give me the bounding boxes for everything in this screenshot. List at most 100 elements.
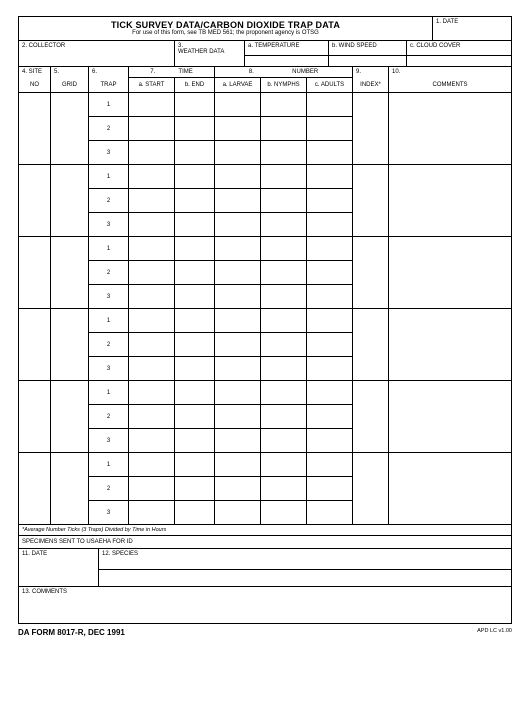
cell-end[interactable] <box>175 237 215 261</box>
cell-site[interactable] <box>19 309 51 381</box>
cell-start[interactable] <box>129 189 175 213</box>
cell-start[interactable] <box>129 453 175 477</box>
cell-nymphs[interactable] <box>261 501 307 525</box>
cell-start[interactable] <box>129 357 175 381</box>
cell-site[interactable] <box>19 93 51 165</box>
cell-adults[interactable] <box>307 501 353 525</box>
cell-nymphs[interactable] <box>261 213 307 237</box>
cell-nymphs[interactable] <box>261 165 307 189</box>
cell-comments[interactable] <box>389 309 511 381</box>
cell-start[interactable] <box>129 309 175 333</box>
cell-adults[interactable] <box>307 189 353 213</box>
cell-nymphs[interactable] <box>261 477 307 501</box>
cell-end[interactable] <box>175 477 215 501</box>
cell-adults[interactable] <box>307 381 353 405</box>
field-3c-cloud[interactable]: c. CLOUD COVER <box>407 41 511 67</box>
cell-larvae[interactable] <box>215 237 261 261</box>
cell-end[interactable] <box>175 117 215 141</box>
cell-larvae[interactable] <box>215 381 261 405</box>
cell-larvae[interactable] <box>215 117 261 141</box>
cell-adults[interactable] <box>307 165 353 189</box>
cell-adults[interactable] <box>307 309 353 333</box>
cell-nymphs[interactable] <box>261 333 307 357</box>
cell-end[interactable] <box>175 357 215 381</box>
cell-end[interactable] <box>175 165 215 189</box>
cell-adults[interactable] <box>307 261 353 285</box>
cell-grid[interactable] <box>51 93 89 165</box>
cell-nymphs[interactable] <box>261 405 307 429</box>
cell-start[interactable] <box>129 429 175 453</box>
cell-larvae[interactable] <box>215 165 261 189</box>
cell-adults[interactable] <box>307 213 353 237</box>
cell-end[interactable] <box>175 141 215 165</box>
cell-adults[interactable] <box>307 285 353 309</box>
field-11-date[interactable]: 11. DATE <box>19 549 99 587</box>
cell-end[interactable] <box>175 285 215 309</box>
cell-adults[interactable] <box>307 405 353 429</box>
cell-larvae[interactable] <box>215 213 261 237</box>
cell-index[interactable] <box>353 237 389 309</box>
cell-nymphs[interactable] <box>261 453 307 477</box>
cell-start[interactable] <box>129 93 175 117</box>
cell-end[interactable] <box>175 93 215 117</box>
cell-end[interactable] <box>175 405 215 429</box>
field-12-species[interactable]: 12. SPECIES <box>99 549 511 587</box>
cell-site[interactable] <box>19 381 51 453</box>
cell-larvae[interactable] <box>215 141 261 165</box>
cell-larvae[interactable] <box>215 501 261 525</box>
cell-larvae[interactable] <box>215 453 261 477</box>
cell-start[interactable] <box>129 285 175 309</box>
cell-nymphs[interactable] <box>261 357 307 381</box>
cell-site[interactable] <box>19 165 51 237</box>
cell-site[interactable] <box>19 453 51 525</box>
cell-start[interactable] <box>129 261 175 285</box>
cell-end[interactable] <box>175 501 215 525</box>
cell-start[interactable] <box>129 405 175 429</box>
cell-adults[interactable] <box>307 117 353 141</box>
cell-end[interactable] <box>175 261 215 285</box>
cell-start[interactable] <box>129 165 175 189</box>
cell-larvae[interactable] <box>215 429 261 453</box>
cell-adults[interactable] <box>307 429 353 453</box>
cell-start[interactable] <box>129 237 175 261</box>
field-1-date[interactable]: 1. DATE <box>433 17 511 41</box>
cell-start[interactable] <box>129 141 175 165</box>
cell-larvae[interactable] <box>215 477 261 501</box>
cell-start[interactable] <box>129 117 175 141</box>
cell-larvae[interactable] <box>215 93 261 117</box>
cell-nymphs[interactable] <box>261 117 307 141</box>
cell-end[interactable] <box>175 189 215 213</box>
cell-start[interactable] <box>129 213 175 237</box>
cell-end[interactable] <box>175 309 215 333</box>
cell-adults[interactable] <box>307 453 353 477</box>
cell-end[interactable] <box>175 333 215 357</box>
cell-larvae[interactable] <box>215 309 261 333</box>
cell-end[interactable] <box>175 381 215 405</box>
cell-grid[interactable] <box>51 237 89 309</box>
cell-larvae[interactable] <box>215 189 261 213</box>
cell-comments[interactable] <box>389 453 511 525</box>
cell-nymphs[interactable] <box>261 285 307 309</box>
cell-adults[interactable] <box>307 93 353 117</box>
cell-grid[interactable] <box>51 453 89 525</box>
field-2-collector[interactable]: 2. COLLECTOR <box>19 41 175 67</box>
cell-grid[interactable] <box>51 165 89 237</box>
cell-index[interactable] <box>353 381 389 453</box>
cell-larvae[interactable] <box>215 333 261 357</box>
cell-larvae[interactable] <box>215 357 261 381</box>
cell-nymphs[interactable] <box>261 141 307 165</box>
cell-end[interactable] <box>175 453 215 477</box>
field-3a-temperature[interactable]: a. TEMPERATURE <box>245 41 329 67</box>
cell-nymphs[interactable] <box>261 429 307 453</box>
cell-nymphs[interactable] <box>261 237 307 261</box>
cell-nymphs[interactable] <box>261 93 307 117</box>
cell-index[interactable] <box>353 309 389 381</box>
cell-nymphs[interactable] <box>261 381 307 405</box>
cell-end[interactable] <box>175 213 215 237</box>
cell-start[interactable] <box>129 501 175 525</box>
cell-comments[interactable] <box>389 381 511 453</box>
field-3b-wind[interactable]: b. WIND SPEED <box>329 41 407 67</box>
cell-adults[interactable] <box>307 141 353 165</box>
cell-index[interactable] <box>353 165 389 237</box>
cell-adults[interactable] <box>307 333 353 357</box>
